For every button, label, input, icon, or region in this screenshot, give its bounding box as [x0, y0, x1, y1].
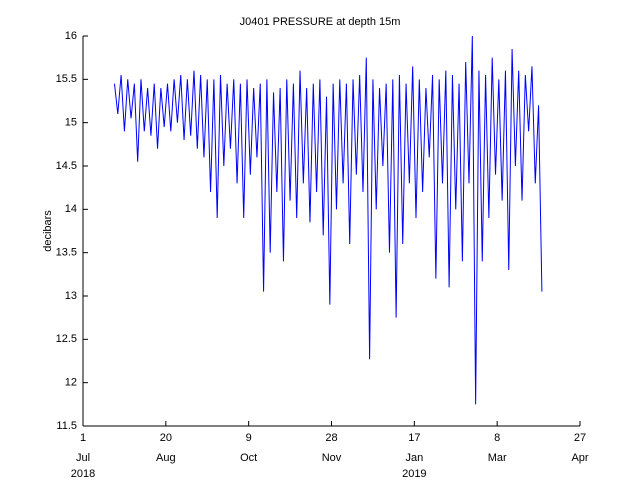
x-tick-month: Jan	[405, 452, 423, 464]
x-tick-label: 20	[160, 432, 172, 444]
y-tick-label: 12	[65, 377, 77, 389]
x-tick-label: 1	[80, 432, 86, 444]
x-tick-month: Mar	[488, 452, 507, 464]
x-tick-month: Nov	[322, 452, 342, 464]
y-tick-label: 12.5	[56, 333, 77, 345]
x-tick-year: 2018	[71, 468, 95, 480]
y-tick-label: 14	[65, 203, 77, 215]
x-tick-label: 17	[408, 432, 420, 444]
y-tick-label: 15.5	[56, 73, 77, 85]
data-line	[113, 35, 543, 405]
x-tick-label: 27	[574, 432, 586, 444]
y-tick-label: 16	[65, 30, 77, 42]
x-tick-label: 8	[494, 432, 500, 444]
x-tick-month: Oct	[240, 452, 257, 464]
y-tick-label: 13.5	[56, 247, 77, 259]
x-tick-label: 28	[325, 432, 337, 444]
y-axis-label: decibars	[42, 210, 54, 252]
x-tick-label: 9	[246, 432, 252, 444]
y-tick-label: 15	[65, 117, 77, 129]
y-tick-label: 13	[65, 290, 77, 302]
x-tick-month: Jul	[76, 452, 90, 464]
y-tick-label: 14.5	[56, 160, 77, 172]
x-tick-month: Aug	[156, 452, 176, 464]
y-tick-label: 11.5	[56, 420, 77, 432]
x-tick-month: Apr	[571, 452, 588, 464]
chart-title: J0401 PRESSURE at depth 15m	[240, 16, 401, 28]
x-tick-year: 2019	[402, 468, 426, 480]
